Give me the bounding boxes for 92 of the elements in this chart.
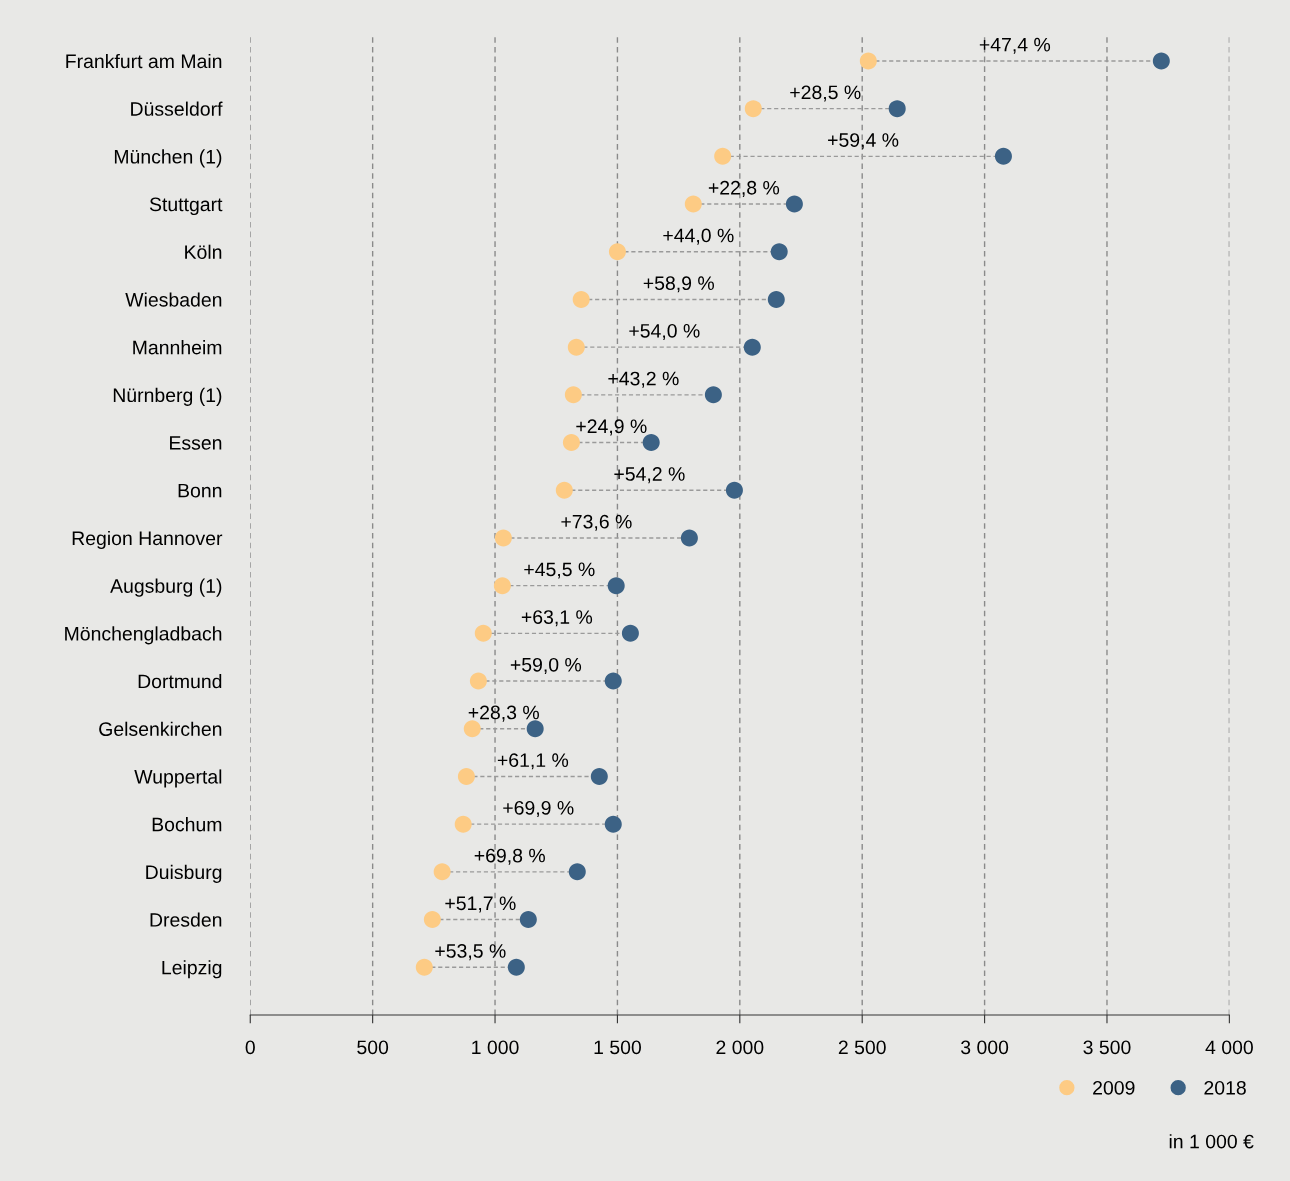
annotation: +54,2 % (614, 467, 685, 484)
point (785, 195, 803, 213)
annotation: +63,1 % (521, 610, 593, 627)
point (568, 863, 586, 881)
y-tick-label: Essen (170, 436, 222, 450)
y-tick-label: Leipzig (162, 960, 222, 979)
annotation: +28,5 % (790, 85, 861, 102)
legend-label: 2018 (1204, 1080, 1246, 1095)
point (767, 290, 785, 308)
point (519, 911, 537, 929)
x-tick-label: 3 000 (961, 1040, 1009, 1055)
annotation: +28,3 % (468, 705, 539, 722)
annotation: +44,0 % (663, 228, 734, 245)
text: in 1 000 € (1169, 1134, 1254, 1149)
y-tick-label: Bonn (178, 483, 222, 498)
x-tick-label: 1 500 (594, 1040, 641, 1055)
point (526, 720, 544, 738)
point (714, 147, 732, 165)
point (994, 147, 1012, 165)
point (604, 815, 622, 833)
annotation: +53,5 % (435, 944, 506, 961)
point (1152, 52, 1170, 70)
y-tick-label: München (1) (114, 149, 222, 168)
point (474, 624, 492, 642)
annotation: +51,7 % (445, 896, 516, 913)
y-tick-label: Stuttgart (149, 197, 223, 216)
point (590, 767, 608, 785)
point (725, 481, 743, 499)
point (463, 720, 481, 738)
annotation: +47,4 % (979, 37, 1051, 54)
y-tick-label: Region Hannover (72, 530, 223, 550)
y-tick-label: Dresden (150, 912, 222, 927)
legend-label: 2009 (1093, 1080, 1135, 1095)
point (642, 434, 660, 452)
point (469, 672, 487, 690)
y-tick-label: Nürnberg (1) (113, 387, 222, 406)
y-tick-label: Frankfurt am Main (66, 53, 222, 69)
point (507, 958, 525, 976)
y-tick-label: Gelsenkirchen (99, 721, 222, 736)
point (415, 958, 433, 976)
y-tick-label: Augsburg (1) (110, 578, 222, 597)
x-tick-label: 1 000 (472, 1040, 519, 1055)
point (555, 481, 573, 499)
point (607, 577, 625, 595)
point (684, 195, 702, 213)
point (888, 100, 906, 118)
y-tick-label: Dortmund (138, 674, 222, 689)
annotation: +43,2 % (608, 371, 679, 388)
x-tick-label: 4 000 (1205, 1040, 1253, 1055)
annotation: +59,4 % (828, 133, 899, 150)
point (621, 624, 639, 642)
point (433, 863, 451, 881)
x-tick-label: 0 (245, 1040, 255, 1055)
y-tick-label: Bochum (152, 817, 222, 832)
y-tick-label: Wuppertal (134, 769, 222, 788)
annotation: +59,0 % (510, 657, 582, 674)
point (494, 529, 512, 547)
annotation: +54,0 % (629, 323, 700, 341)
point (564, 386, 582, 404)
point (608, 243, 626, 261)
point (457, 767, 475, 785)
annotation: +45,5 % (524, 562, 595, 579)
annotation: +69,8 % (474, 848, 545, 865)
y-tick-label: Düsseldorf (131, 101, 223, 116)
point (454, 815, 472, 833)
point (859, 52, 877, 70)
annotation: +22,8 % (708, 180, 780, 197)
x-tick-label: 3 500 (1083, 1040, 1131, 1055)
annotation: +61,1 % (497, 753, 569, 770)
point (562, 434, 580, 452)
point (770, 243, 788, 261)
y-tick-label: Duisburg (146, 864, 222, 883)
annotation: +73,6 % (561, 514, 632, 531)
x-tick-label: 2 000 (716, 1040, 764, 1055)
y-tick-label: Köln (185, 244, 222, 259)
point (572, 290, 590, 308)
annotation: +24,9 % (576, 419, 647, 436)
x-tick-label: 2 500 (838, 1040, 886, 1055)
point (744, 100, 762, 118)
y-tick-label: Mannheim (133, 340, 222, 355)
point (423, 911, 441, 929)
y-tick-label: Mönchengladbach (65, 626, 222, 645)
x-tick-label: 500 (357, 1040, 389, 1055)
point (704, 386, 722, 404)
annotation: +58,9 % (643, 276, 714, 293)
point (743, 338, 761, 356)
y-tick-label: Wiesbaden (125, 292, 222, 307)
point (567, 338, 585, 356)
point (604, 672, 622, 690)
annotation: +69,9 % (503, 800, 574, 818)
point (680, 529, 698, 547)
point (493, 577, 511, 595)
